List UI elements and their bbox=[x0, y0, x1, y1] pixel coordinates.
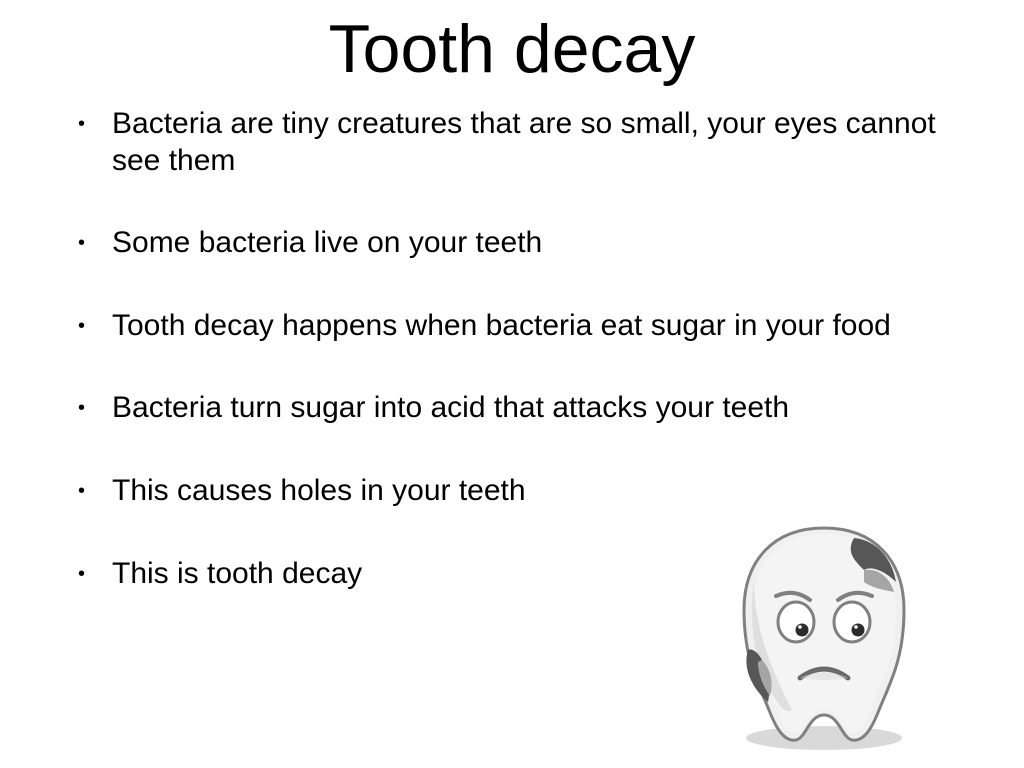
list-item: Tooth decay happens when bacteria eat su… bbox=[70, 308, 954, 345]
slide-title: Tooth decay bbox=[60, 10, 964, 88]
list-item: Some bacteria live on your teeth bbox=[70, 225, 954, 262]
tooth-decay-icon bbox=[714, 510, 934, 750]
slide-container: Tooth decay Bacteria are tiny creatures … bbox=[0, 0, 1024, 768]
list-item: This causes holes in your teeth bbox=[70, 473, 954, 510]
list-item: Bacteria turn sugar into acid that attac… bbox=[70, 390, 954, 427]
list-item: Bacteria are tiny creatures that are so … bbox=[70, 106, 954, 179]
tooth-illustration bbox=[714, 510, 934, 750]
